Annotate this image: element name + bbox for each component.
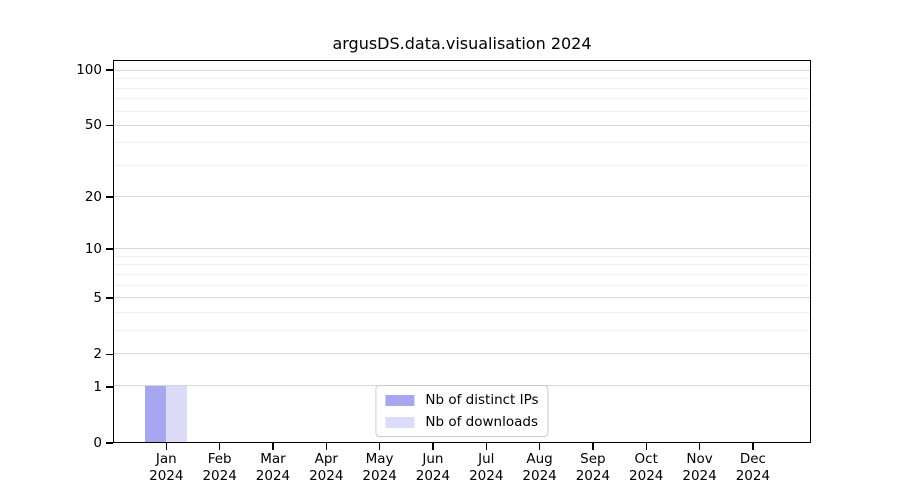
chart-title: argusDS.data.visualisation 2024 (332, 34, 592, 53)
x-tick-label: Oct 2024 (601, 451, 691, 485)
y-tick-mark (106, 386, 113, 388)
minor-gridline (114, 329, 810, 331)
x-tick-mark (752, 443, 754, 450)
minor-gridline (114, 164, 810, 166)
x-tick-month: Feb (207, 451, 232, 467)
x-tick-label: May 2024 (335, 451, 425, 485)
x-tick-month: Jan (155, 451, 177, 467)
minor-gridline (114, 87, 810, 89)
x-tick-label: Aug 2024 (495, 451, 585, 485)
y-tick-mark (106, 248, 113, 250)
legend-item: Nb of downloads (385, 414, 538, 430)
x-tick-year: 2024 (522, 468, 557, 484)
x-tick-month: Apr (314, 451, 338, 467)
x-tick-label: Jan 2024 (121, 451, 211, 485)
x-tick-label: Jun 2024 (388, 451, 478, 485)
x-tick-year: 2024 (575, 468, 611, 484)
y-tick-label: 0 (93, 435, 102, 451)
x-tick-month: Oct (634, 451, 658, 467)
y-tick-mark (106, 69, 113, 71)
minor-gridline (114, 311, 810, 313)
x-tick-mark (165, 443, 167, 450)
x-tick-label: Jul 2024 (441, 451, 531, 485)
minor-gridline (114, 264, 810, 266)
major-gridline (114, 196, 810, 198)
x-tick-month: Nov (686, 451, 713, 467)
minor-gridline (114, 273, 810, 275)
x-tick-year: 2024 (149, 468, 184, 484)
x-tick-mark (378, 443, 381, 450)
x-tick-mark (592, 443, 594, 450)
legend-label: Nb of distinct IPs (425, 392, 539, 408)
major-gridline (114, 124, 810, 126)
major-gridline (114, 352, 810, 354)
x-tick-mark (645, 443, 647, 450)
legend: Nb of distinct IPs Nb of downloads (375, 385, 549, 437)
minor-gridline (114, 98, 810, 100)
legend-label: Nb of downloads (425, 414, 538, 430)
x-tick-mark (698, 443, 701, 450)
x-tick-mark (272, 443, 274, 450)
y-tick-label: 2 (93, 346, 102, 363)
major-gridline (114, 296, 810, 298)
x-tick-label: Dec 2024 (708, 451, 798, 485)
x-tick-mark (485, 443, 487, 450)
y-tick-label: 20 (84, 188, 102, 205)
legend-item: Nb of distinct IPs (385, 392, 539, 408)
minor-gridline (114, 78, 810, 80)
bar-nb-of-downloads (165, 385, 188, 442)
x-tick-year: 2024 (255, 468, 291, 484)
y-tick-mark (106, 353, 113, 355)
x-tick-mark (218, 443, 221, 450)
minor-gridline (114, 110, 810, 112)
x-tick-year: 2024 (309, 468, 344, 484)
y-tick-label: 1 (93, 378, 102, 395)
x-tick-year: 2024 (362, 468, 397, 484)
y-tick-mark (106, 297, 113, 299)
minor-gridline (114, 142, 810, 144)
x-tick-month: Aug (526, 451, 553, 467)
x-tick-mark (432, 443, 434, 450)
y-tick-label: 10 (84, 241, 102, 258)
x-tick-label: Feb 2024 (175, 451, 265, 485)
y-tick-label: 100 (76, 61, 102, 78)
x-tick-month: Jun (422, 451, 444, 467)
x-tick-month: May (365, 451, 394, 467)
y-tick-mark (106, 196, 113, 198)
x-tick-month: Sep (580, 451, 606, 467)
y-tick-label: 50 (84, 117, 102, 134)
legend-swatch (385, 416, 415, 428)
x-tick-month: Dec (739, 451, 766, 467)
x-tick-year: 2024 (735, 468, 771, 484)
x-tick-year: 2024 (469, 468, 504, 484)
x-tick-month: Jul (478, 451, 495, 467)
x-tick-label: Sep 2024 (548, 451, 638, 485)
plot-area: Nb of distinct IPs Nb of downloads (113, 60, 811, 443)
x-tick-mark (325, 443, 327, 450)
major-gridline (114, 248, 810, 250)
x-tick-mark (538, 443, 541, 450)
x-tick-year: 2024 (629, 468, 664, 484)
legend-swatch (385, 394, 415, 406)
x-tick-label: Apr 2024 (281, 451, 371, 485)
y-tick-mark (106, 124, 113, 126)
x-tick-year: 2024 (415, 468, 451, 484)
minor-gridline (114, 255, 810, 257)
x-tick-month: Mar (260, 451, 286, 467)
y-tick-label: 5 (93, 290, 102, 307)
minor-gridline (114, 284, 810, 286)
x-tick-label: Nov 2024 (655, 451, 745, 485)
bar-nb-of-distinct-ips (144, 385, 166, 442)
x-tick-label: Mar 2024 (228, 451, 318, 485)
major-gridline (114, 69, 810, 71)
y-tick-mark (106, 442, 113, 444)
x-tick-year: 2024 (682, 468, 717, 484)
x-tick-year: 2024 (202, 468, 237, 484)
